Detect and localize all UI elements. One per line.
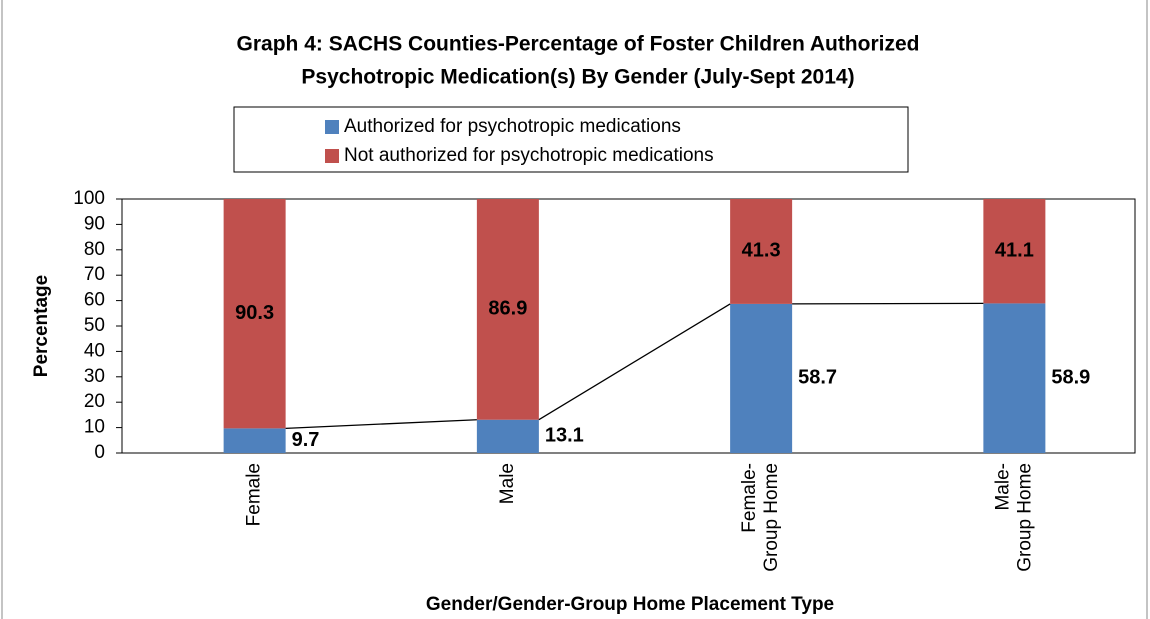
series-line	[538, 303, 731, 421]
bar-segment	[223, 199, 286, 429]
data-label: 41.3	[742, 240, 781, 262]
data-label: 90.3	[235, 302, 274, 324]
legend-box	[233, 106, 909, 173]
y-tick-label: 50	[84, 315, 105, 336]
y-tick-label: 20	[84, 391, 105, 412]
data-label: 86.9	[488, 298, 527, 320]
chart-subtitle: Psychotropic Medication(s) By Gender (Ju…	[301, 66, 854, 89]
series-line	[285, 419, 477, 430]
bar-segment	[476, 419, 539, 453]
y-tick-label: 100	[73, 188, 105, 209]
data-label: 41.1	[995, 239, 1034, 261]
legend-label: Not authorized for psychotropic medicati…	[344, 145, 714, 166]
y-tick-label: 90	[84, 213, 105, 234]
x-tick-label: Male-Group Home	[992, 463, 1035, 572]
legend-label: Authorized for psychotropic medications	[344, 116, 681, 137]
y-tick-label: 80	[84, 239, 105, 260]
data-label: 9.7	[292, 429, 320, 451]
legend-swatch	[325, 120, 339, 134]
data-label: 58.9	[1051, 366, 1090, 388]
x-tick-label: Female-Group Home	[739, 463, 782, 572]
y-tick-label: 10	[84, 417, 105, 438]
x-tick-label: Female	[244, 463, 265, 526]
bar-segment	[983, 199, 1046, 304]
bar-segment	[223, 428, 286, 453]
series-line	[792, 302, 984, 305]
x-tick-label: Male	[497, 463, 518, 504]
y-tick-label: 0	[94, 442, 105, 463]
bar-segment	[730, 303, 793, 453]
x-axis-title: Gender/Gender-Group Home Placement Type	[426, 594, 834, 615]
bar-segment	[730, 199, 793, 304]
bar-segment	[983, 303, 1046, 453]
data-label: 58.7	[798, 367, 837, 389]
chart-title: Graph 4: SACHS Counties-Percentage of Fo…	[237, 33, 920, 56]
y-tick-label: 30	[84, 366, 105, 387]
y-tick-label: 60	[84, 290, 105, 311]
y-tick-label: 40	[84, 340, 105, 361]
y-tick-label: 70	[84, 264, 105, 285]
bar-segment	[476, 199, 539, 420]
legend-swatch	[325, 149, 339, 163]
y-axis-title: Percentage	[31, 275, 52, 377]
data-label: 13.1	[545, 425, 584, 447]
